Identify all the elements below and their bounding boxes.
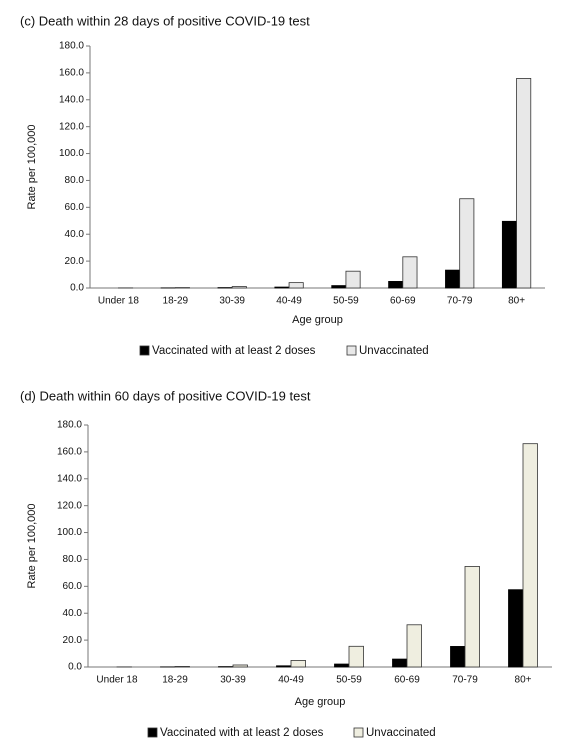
legend-swatch [139,345,150,356]
y-tick-label: 0.0 [68,662,82,673]
chart-title: (d) Death within 60 days of positive COV… [20,388,311,403]
bar [402,256,418,289]
y-tick-label: 60.0 [65,202,85,213]
y-tick-label: 160.0 [57,447,82,458]
x-tick-label: 30-39 [220,675,246,686]
legend-label: Unvaccinated [366,727,436,739]
x-tick-label: Under 18 [96,675,138,686]
bar [459,198,475,289]
bar [445,269,461,289]
bar [406,624,422,668]
bar [288,282,304,289]
y-tick-label: 40.0 [63,608,83,619]
y-tick-label: 40.0 [65,229,85,240]
y-tick-label: 60.0 [63,581,83,592]
x-tick-label: 80+ [515,675,532,686]
x-tick-label: 60-69 [394,675,420,686]
y-tick-label: 100.0 [59,148,84,159]
bar [522,443,538,668]
y-tick-label: 120.0 [57,500,82,511]
x-tick-label: 40-49 [276,296,302,307]
y-axis-title: Rate per 100,000 [26,503,38,588]
bar [501,220,517,289]
x-tick-label: 40-49 [278,675,304,686]
bar [290,660,306,668]
bar [464,566,480,668]
legend-label: Vaccinated with at least 2 doses [152,345,316,357]
bar [232,664,248,668]
bar [334,663,350,668]
legend-swatch [353,727,364,738]
legend-label: Vaccinated with at least 2 doses [160,727,324,739]
bar [174,666,190,668]
bar [276,665,292,668]
bar [516,78,532,289]
y-tick-label: 180.0 [59,41,84,52]
y-axis-title: Rate per 100,000 [26,124,38,209]
x-tick-label: 60-69 [390,296,416,307]
y-tick-label: 120.0 [59,121,84,132]
legend-swatch [346,345,357,356]
y-tick-label: 140.0 [59,94,84,105]
x-tick-label: 18-29 [163,296,189,307]
bar [508,589,524,668]
bar [231,286,247,289]
x-tick-label: 30-39 [219,296,245,307]
bar [450,646,466,668]
y-tick-label: 100.0 [57,527,82,538]
y-tick-label: 160.0 [59,68,84,79]
bar [345,270,361,289]
y-tick-label: 20.0 [63,635,83,646]
x-axis-title: Age group [292,314,343,326]
x-tick-label: 70-79 [447,296,473,307]
y-tick-label: 140.0 [57,473,82,484]
legend-label: Unvaccinated [359,345,429,357]
bar [392,658,408,668]
x-tick-label: 50-59 [333,296,359,307]
x-tick-label: 50-59 [336,675,362,686]
bar [348,645,364,668]
x-tick-label: 70-79 [452,675,478,686]
bar [331,285,347,289]
x-axis-title: Age group [295,696,346,708]
bar [388,281,404,289]
y-tick-label: 20.0 [65,256,85,267]
legend-swatch [147,727,158,738]
y-tick-label: 0.0 [70,283,84,294]
y-tick-label: 80.0 [63,554,83,565]
bar [274,286,290,289]
x-tick-label: 18-29 [162,675,188,686]
chart-title: (c) Death within 28 days of positive COV… [20,13,310,28]
y-tick-label: 180.0 [57,420,82,431]
x-tick-label: 80+ [508,296,525,307]
y-tick-label: 80.0 [65,175,85,186]
x-tick-label: Under 18 [98,296,140,307]
